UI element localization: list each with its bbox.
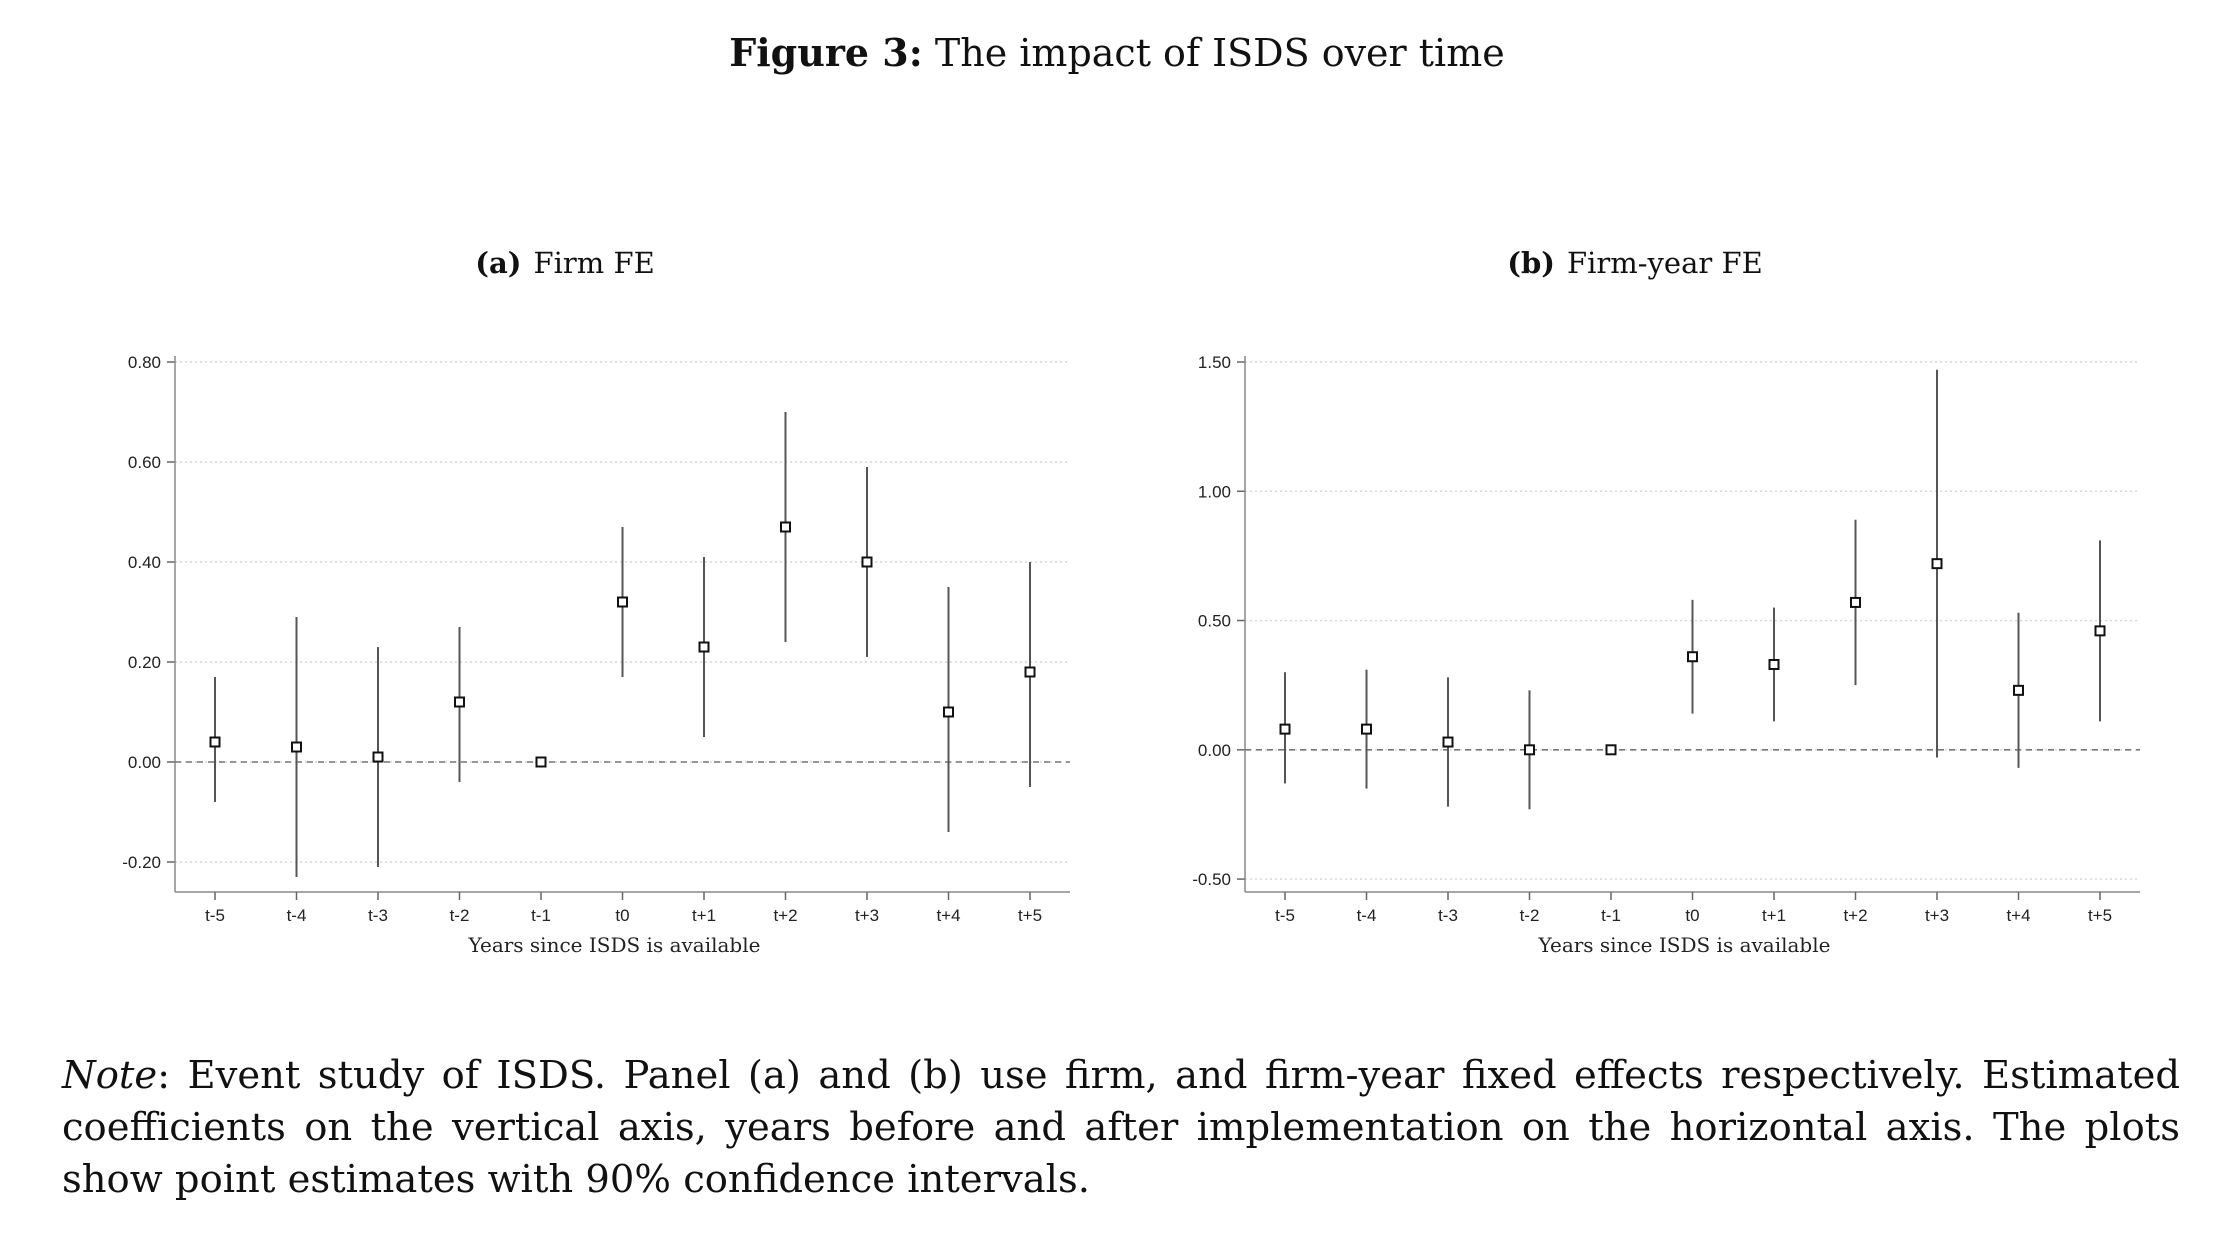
chart-panel-b: (b) Firm-year FE 1.50 1.00 0.50 0.00 -0.50 t-5 t… bbox=[1192, 246, 2140, 957]
y-tick-label: 0.00 bbox=[1198, 741, 1231, 760]
x-tick-label: t-5 bbox=[1275, 906, 1295, 925]
x-axis-label: Years since ISDS is available bbox=[468, 933, 761, 957]
point-estimate bbox=[1279, 723, 1291, 735]
panel-title: (a) Firm FE bbox=[475, 246, 655, 280]
x-tick-label: t+1 bbox=[692, 906, 716, 925]
panel-title-text: Firm-year FE bbox=[1567, 246, 1763, 280]
point-estimate bbox=[454, 696, 465, 708]
point-estimate bbox=[1605, 744, 1617, 756]
point-estimate bbox=[535, 756, 547, 768]
x-axis-label: Years since ISDS is available bbox=[1538, 933, 1831, 957]
x-tick-label: t+3 bbox=[855, 906, 879, 925]
point-estimate bbox=[1442, 736, 1454, 748]
caption-text: : Event study of ISDS. Panel (a) and (b)… bbox=[62, 1053, 2180, 1202]
point-estimate bbox=[943, 706, 954, 718]
x-tick-label: t-3 bbox=[368, 906, 388, 925]
point-estimate bbox=[372, 751, 384, 763]
x-tick-label: t-1 bbox=[531, 906, 551, 925]
y-tick-label: -0.50 bbox=[1192, 870, 1231, 889]
point-estimate bbox=[291, 741, 302, 753]
point-estimate bbox=[1931, 558, 1943, 570]
y-tick-label: 0.00 bbox=[128, 753, 161, 772]
point-estimate bbox=[2013, 684, 2024, 696]
point-estimate bbox=[1850, 596, 1861, 608]
panel-label: (a) bbox=[475, 246, 521, 280]
y-tick-label: 0.50 bbox=[1198, 612, 1231, 631]
x-tick-label: t+1 bbox=[1762, 906, 1786, 925]
x-tick-label: t+3 bbox=[1925, 906, 1949, 925]
x-tick-label: t0 bbox=[1685, 906, 1699, 925]
x-tick-label: t-5 bbox=[205, 906, 225, 925]
x-tick-label: t-2 bbox=[1520, 906, 1540, 925]
point-estimate bbox=[1361, 723, 1372, 735]
figure-title: Figure 3: The impact of ISDS over time bbox=[0, 30, 2234, 75]
chart-panel-a: (a) Firm FE 0.80 0.60 0.40 0.20 0.00 -0.20 t-5 t-… bbox=[122, 246, 1070, 957]
panel-title-text: Firm FE bbox=[533, 246, 654, 280]
panel-a: (a) Firm FE 0.80 0.60 0.40 0.20 0.00 -0.20 t-5 t-… bbox=[60, 240, 1120, 980]
y-tick-label: 0.60 bbox=[128, 453, 161, 472]
y-tick-label: 0.80 bbox=[128, 353, 161, 372]
panel-b: (b) Firm-year FE 1.50 1.00 0.50 0.00 -0.50 t-5 t… bbox=[1130, 240, 2190, 980]
y-tick-label: 1.00 bbox=[1198, 482, 1231, 501]
figure-label: Figure 3: bbox=[729, 30, 923, 75]
y-tick-label: 1.50 bbox=[1198, 353, 1231, 372]
x-tick-label: t+5 bbox=[2088, 906, 2112, 925]
point-estimate bbox=[780, 521, 791, 533]
x-tick-label: t-1 bbox=[1601, 906, 1621, 925]
panel-label: (b) bbox=[1507, 246, 1555, 280]
x-tick-label: t+4 bbox=[936, 906, 960, 925]
x-tick-label: t-2 bbox=[450, 906, 470, 925]
point-estimate bbox=[617, 596, 628, 608]
x-tick-label: t+2 bbox=[773, 906, 797, 925]
x-tick-label: t+4 bbox=[2006, 906, 2030, 925]
point-estimate bbox=[2094, 625, 2106, 637]
point-estimate bbox=[861, 556, 873, 568]
point-estimate bbox=[1524, 744, 1535, 756]
point-estimate bbox=[1687, 651, 1698, 663]
point-estimate bbox=[209, 736, 221, 748]
x-tick-label: t-4 bbox=[287, 906, 307, 925]
x-tick-label: t+2 bbox=[1843, 906, 1867, 925]
y-tick-label: 0.20 bbox=[128, 653, 161, 672]
x-tick-label: t0 bbox=[615, 906, 629, 925]
point-estimate bbox=[1768, 658, 1780, 670]
caption-note-label: Note bbox=[62, 1053, 158, 1098]
figure-title-text: The impact of ISDS over time bbox=[934, 31, 1505, 75]
x-tick-label: t+5 bbox=[1018, 906, 1042, 925]
point-estimate bbox=[698, 641, 710, 653]
y-tick-label: -0.20 bbox=[122, 853, 161, 872]
x-tick-label: t-4 bbox=[1357, 906, 1377, 925]
x-tick-label: t-3 bbox=[1438, 906, 1458, 925]
figure-caption: Note: Event study of ISDS. Panel (a) and… bbox=[62, 1050, 2180, 1206]
y-tick-label: 0.40 bbox=[128, 553, 161, 572]
panel-title: (b) Firm-year FE bbox=[1507, 246, 1763, 280]
point-estimate bbox=[1024, 666, 1036, 678]
